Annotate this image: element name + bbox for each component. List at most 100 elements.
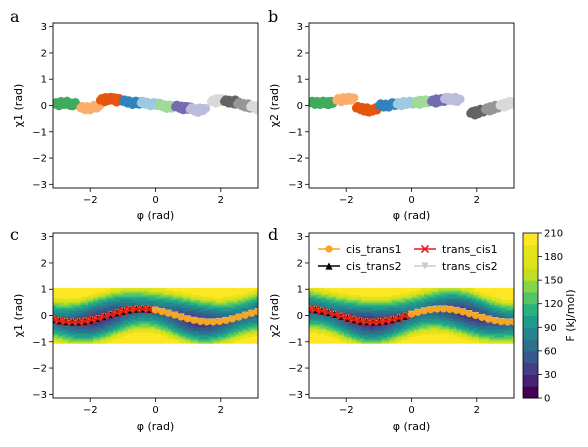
contour-cell (369, 315, 373, 318)
contour-cell (93, 292, 97, 296)
contour-cell (374, 291, 378, 294)
contour-cell (354, 313, 358, 317)
contour-cell (431, 315, 435, 318)
contour-cell (223, 299, 227, 302)
contour-cell (175, 318, 179, 321)
contour-cell (135, 312, 139, 315)
contour-cell (406, 330, 410, 333)
contour-cell (93, 289, 97, 292)
contour-cell (125, 318, 129, 321)
contour-cell (65, 339, 69, 343)
marker-trans_cis1 (53, 315, 58, 324)
contour-cell (394, 326, 398, 330)
contour-cell (165, 323, 169, 326)
contour-cell (90, 305, 94, 308)
contour-cell (240, 323, 244, 326)
contour-cell (233, 334, 237, 338)
contour-cell (220, 299, 224, 302)
contour-cell (386, 328, 390, 331)
contour-cell (80, 305, 84, 308)
contour-cell (351, 294, 355, 297)
contour-cell (105, 323, 109, 326)
contour-cell (324, 307, 328, 310)
contour-cell (103, 325, 107, 328)
contour-cell (414, 317, 418, 320)
contour-cell (208, 304, 212, 307)
contour-cell (344, 296, 348, 299)
contour-cell (78, 292, 82, 296)
contour-cell (188, 296, 192, 299)
contour-cell (354, 336, 358, 339)
contour-cell (235, 325, 239, 328)
contour-cell (369, 310, 373, 313)
contour-cell (70, 300, 74, 304)
contour-cell (371, 289, 375, 292)
contour-cell (85, 305, 89, 308)
contour-cell (389, 302, 393, 305)
contour-cell (113, 307, 117, 310)
contour-cell (225, 338, 229, 341)
contour-cell (115, 291, 119, 294)
contour-cell (85, 313, 89, 317)
contour-cell (190, 309, 194, 312)
contour-cell (429, 330, 433, 333)
contour-cell (223, 315, 227, 318)
contour-cell (208, 299, 212, 302)
contour-cell (411, 302, 415, 305)
contour-cell (213, 331, 217, 334)
contour-cell (160, 299, 164, 302)
contour-cell (416, 297, 420, 300)
y-tick-label: −1 (288, 127, 303, 138)
contour-cell (250, 287, 254, 291)
contour-cell (140, 313, 144, 317)
contour-cell (148, 317, 152, 320)
contour-cell (153, 294, 157, 297)
contour-cell (73, 336, 77, 339)
contour-cell (93, 331, 97, 334)
contour-cell (250, 305, 254, 308)
contour-cell (426, 287, 430, 291)
contour-cell (233, 300, 237, 304)
contour-cell (175, 317, 179, 320)
contour-cell (424, 339, 428, 343)
contour-cell (85, 330, 89, 333)
contour-cell (200, 309, 204, 312)
contour-cell (140, 312, 144, 315)
contour-cell (215, 305, 219, 308)
marker-trans_cis1 (61, 317, 70, 326)
contour-cell (250, 341, 254, 344)
contour-cell (416, 336, 420, 339)
contour-cell (53, 333, 57, 336)
contour-cell (424, 333, 428, 336)
contour-cell (198, 328, 202, 331)
contour-cell (80, 341, 84, 344)
contour-cell (110, 289, 114, 292)
contour-cell (148, 291, 152, 294)
contour-cell (108, 338, 112, 341)
contour-cell (414, 292, 418, 296)
contour-cell (379, 287, 383, 291)
contour-cell (58, 300, 62, 304)
contour-cell (75, 304, 79, 307)
contour-cell (155, 338, 159, 341)
contour-cell (253, 336, 257, 339)
contour-cell (421, 325, 425, 328)
contour-cell (316, 292, 320, 296)
contour-cell (389, 309, 393, 312)
contour-cell (163, 302, 167, 305)
contour-cell (163, 297, 167, 300)
contour-cell (339, 305, 343, 308)
contour-cell (200, 302, 204, 305)
contour-cell (100, 307, 104, 310)
contour-cell (391, 325, 395, 328)
contour-cell (379, 294, 383, 297)
contour-cell (351, 289, 355, 292)
contour-cell (253, 294, 257, 297)
contour-cell (366, 292, 370, 296)
contour-cell (391, 300, 395, 304)
contour-cell (178, 289, 182, 292)
contour-cell (376, 325, 380, 328)
contour-cell (150, 299, 154, 302)
contour-cell (220, 291, 224, 294)
contour-cell (255, 325, 258, 328)
